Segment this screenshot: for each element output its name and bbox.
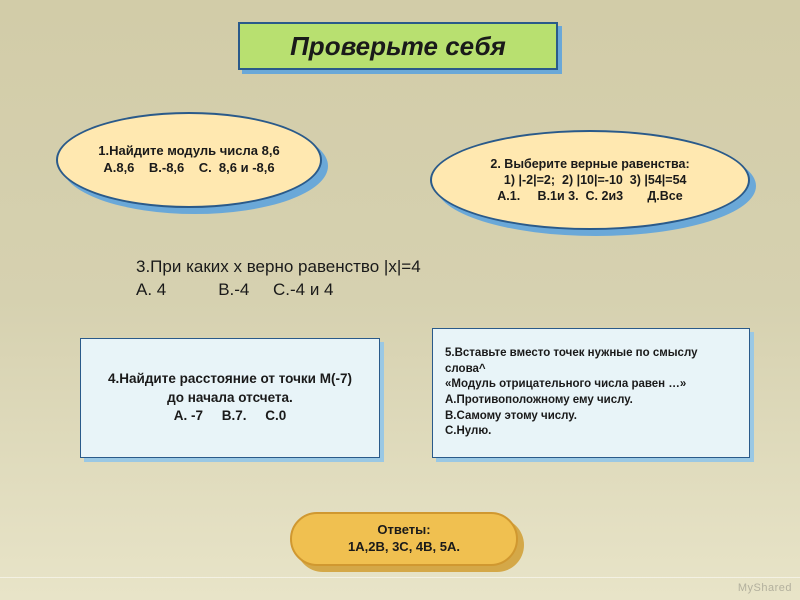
answers-values: 1А,2В, 3С, 4В, 5А. [348, 539, 460, 556]
title-text: Проверьте себя [290, 31, 506, 62]
q5-line3: А.Противоположному ему числу. [445, 393, 737, 409]
question-3: 3.При каких х верно равенство |х|=4 А. 4… [136, 256, 421, 302]
watermark: MyShared [738, 582, 792, 594]
question-4: 4.Найдите расстояние от точки М(-7) до н… [80, 338, 380, 458]
question-2: 2. Выберите верные равенства: 1) |-2|=2;… [430, 130, 750, 230]
q5-line5: С.Нулю. [445, 424, 737, 440]
q2-line3: А.1. В.1и 3. С. 2и3 Д.Все [490, 188, 689, 204]
answers-box: Ответы: 1А,2В, 3С, 4В, 5А. [290, 512, 518, 566]
q5-line1: 5.Вставьте вместо точек нужные по смыслу… [445, 346, 737, 377]
q5-line2: «Модуль отрицательного числа равен …» [445, 377, 737, 393]
q1-line2: А.8,6 В.-8,6 С. 8,6 и -8,6 [98, 160, 279, 177]
q2-line1: 2. Выберите верные равенства: [490, 156, 689, 172]
q4-line1: 4.Найдите расстояние от точки М(-7) [108, 370, 352, 389]
question-1: 1.Найдите модуль числа 8,6 А.8,6 В.-8,6 … [56, 112, 322, 208]
separator-line [0, 577, 800, 578]
q3-line1: 3.При каких х верно равенство |х|=4 [136, 256, 421, 279]
answers-label: Ответы: [348, 522, 460, 539]
q2-line2: 1) |-2|=2; 2) |10|=-10 3) |54|=54 [490, 172, 689, 188]
q3-line2: А. 4 В.-4 С.-4 и 4 [136, 279, 421, 302]
question-5: 5.Вставьте вместо точек нужные по смыслу… [432, 328, 750, 458]
q1-line1: 1.Найдите модуль числа 8,6 [98, 143, 279, 160]
q5-line4: В.Самому этому числу. [445, 409, 737, 425]
q4-line2: до начала отсчета. [108, 389, 352, 408]
title-box: Проверьте себя [238, 22, 558, 70]
q4-line3: А. -7 В.7. С.0 [108, 407, 352, 426]
